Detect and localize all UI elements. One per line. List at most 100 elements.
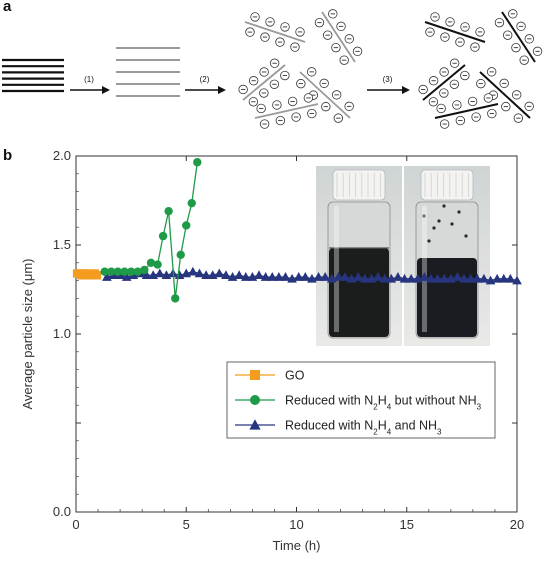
data-point-triangle xyxy=(333,272,344,281)
data-point-circle xyxy=(100,267,109,276)
data-point-triangle xyxy=(293,272,304,281)
x-tick-label: 15 xyxy=(400,517,414,532)
data-point-circle xyxy=(120,267,129,276)
data-point-circle xyxy=(158,231,168,241)
data-point-square xyxy=(92,271,102,280)
data-point-triangle xyxy=(465,273,476,283)
data-point-triangle xyxy=(406,273,416,283)
data-point-triangle xyxy=(379,273,390,283)
step-label: (1) xyxy=(84,75,94,84)
panel-a-label: a xyxy=(3,0,12,15)
graphene-sheet xyxy=(434,103,499,119)
x-axis-label: Time (h) xyxy=(273,538,321,553)
x-tick-label: 0 xyxy=(72,517,79,532)
data-point-triangle xyxy=(194,268,205,278)
data-point-triangle xyxy=(141,270,152,280)
panel-a-schematic: (1) (2) (3) xyxy=(2,9,543,129)
data-point-triangle xyxy=(154,268,165,278)
dispersed-solution xyxy=(329,248,389,337)
floating-particle xyxy=(464,234,468,238)
data-point-circle xyxy=(164,206,173,216)
data-point-circle xyxy=(193,158,202,167)
data-point-circle xyxy=(187,198,196,208)
y-tick-label: 2.0 xyxy=(53,148,71,163)
data-point-triangle xyxy=(512,275,522,285)
data-point-circle xyxy=(126,267,136,276)
data-point-triangle xyxy=(353,272,364,281)
graphene-sheet xyxy=(424,21,486,43)
vial-cap xyxy=(420,169,474,201)
legend-entry: Reduced with N2H4 and NH3 xyxy=(285,419,442,437)
data-point-circle xyxy=(140,265,149,275)
data-point-triangle xyxy=(505,273,516,283)
data-point-triangle xyxy=(240,272,251,281)
data-point-circle xyxy=(113,267,123,276)
data-point-triangle xyxy=(234,270,244,280)
panel-b-label: b xyxy=(3,147,13,164)
graphene-sheet xyxy=(422,64,466,101)
data-point-triangle xyxy=(498,273,509,283)
data-point-triangle xyxy=(393,272,403,281)
x-tick-label: 5 xyxy=(183,517,190,532)
arrowhead-icon xyxy=(402,86,410,94)
data-point-circle xyxy=(182,221,191,230)
data-point-triangle xyxy=(373,272,383,281)
data-point-triangle xyxy=(492,273,502,283)
data-point-circle xyxy=(146,258,156,267)
data-point-circle xyxy=(171,294,180,303)
data-point-triangle xyxy=(260,272,271,281)
data-point-triangle xyxy=(320,272,330,281)
legend-marker-square xyxy=(250,370,260,380)
x-tick-label: 10 xyxy=(289,517,303,532)
step-label: (2) xyxy=(200,75,210,84)
floating-particle xyxy=(450,222,454,226)
x-tick-label: 20 xyxy=(510,517,524,532)
floating-particle xyxy=(427,239,431,243)
data-point-triangle xyxy=(419,272,430,281)
data-point-circle xyxy=(176,250,185,259)
floating-particle xyxy=(432,226,436,230)
data-point-triangle xyxy=(267,272,278,281)
data-point-triangle xyxy=(340,272,350,281)
y-tick-label: 1.5 xyxy=(53,237,71,252)
data-point-triangle xyxy=(452,272,463,281)
floating-particle xyxy=(442,204,446,208)
data-point-triangle xyxy=(360,273,370,283)
step-label: (3) xyxy=(383,75,393,84)
data-point-circle xyxy=(133,267,142,276)
vial-photograph xyxy=(316,166,490,346)
y-tick-label: 1.0 xyxy=(53,326,71,341)
data-point-triangle xyxy=(426,273,436,283)
data-point-triangle xyxy=(274,272,284,281)
arrowhead-icon xyxy=(102,86,110,94)
graphene-sheet xyxy=(501,11,536,63)
floating-particle xyxy=(422,214,426,218)
legend-entry: Reduced with N2H4 but without NH3 xyxy=(285,394,482,412)
graphene-sheet xyxy=(242,64,286,101)
data-point-triangle xyxy=(280,272,291,281)
legend-marker-triangle xyxy=(249,419,261,430)
graphene-sheet xyxy=(254,103,319,119)
data-point-triangle xyxy=(221,270,231,280)
particle-size-chart: 0 5 10 15 20 0.0 1.0 1.5 2.0 Time (h) Average part… xyxy=(20,148,524,553)
data-point-triangle xyxy=(399,273,410,283)
graphene-sheet xyxy=(299,71,351,119)
data-point-triangle xyxy=(432,273,443,283)
arrowhead-icon xyxy=(218,86,226,94)
floating-particle xyxy=(437,219,441,223)
y-axis-label: Average particle size (μm) xyxy=(20,258,35,409)
data-point-triangle xyxy=(201,270,211,280)
data-point-triangle xyxy=(479,273,489,283)
graphene-sheet xyxy=(321,11,356,63)
data-point-triangle xyxy=(459,273,469,283)
floating-particle xyxy=(457,210,461,214)
glass-highlight xyxy=(334,206,339,332)
data-point-circle xyxy=(153,260,162,269)
graphene-sheet xyxy=(479,71,531,119)
data-point-triangle xyxy=(472,273,483,283)
glass-highlight xyxy=(422,206,427,332)
data-point-triangle xyxy=(188,266,198,276)
data-point-circle xyxy=(107,267,116,276)
data-point-triangle xyxy=(300,272,311,281)
